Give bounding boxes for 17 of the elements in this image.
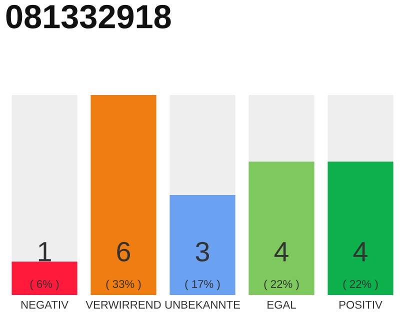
annotation: ( 6% )	[30, 280, 59, 290]
chart-title: 081332918	[6, 4, 171, 29]
x-tick-label: POSITIV	[339, 300, 382, 309]
annotation: ( 22% )	[343, 280, 378, 290]
annotation: ( 22% )	[264, 280, 299, 290]
data-label: 6	[117, 242, 130, 262]
bar	[12, 262, 78, 295]
x-tick-label: NEGATIV	[21, 300, 68, 309]
data-label: 3	[196, 242, 210, 262]
data-label: 1	[38, 242, 51, 262]
annotation: ( 17% )	[185, 280, 220, 290]
x-tick-label: EGAL	[268, 300, 296, 309]
x-tick-label: VERWIRREND	[86, 300, 161, 309]
annotation: ( 33% )	[106, 280, 141, 290]
x-tick-label: UNBEKANNTE	[165, 300, 240, 309]
data-label: 4	[353, 242, 368, 262]
data-label: 4	[274, 242, 288, 262]
